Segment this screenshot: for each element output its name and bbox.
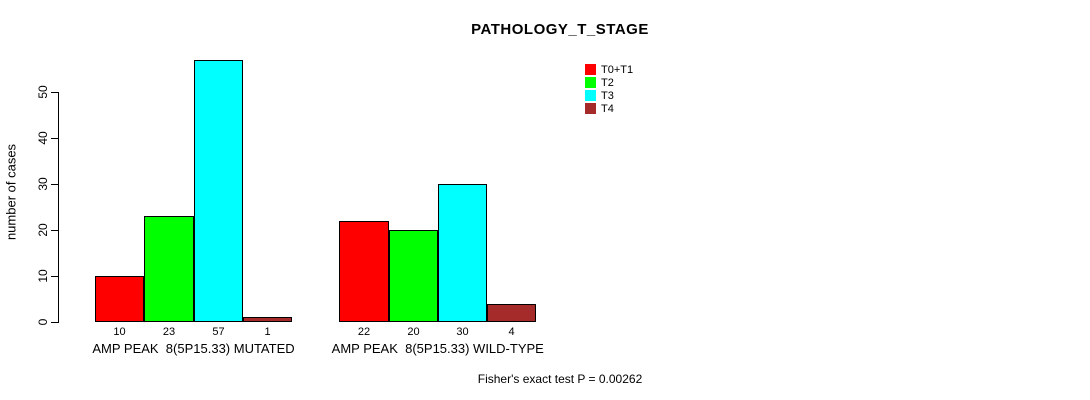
legend-label: T0+T1 xyxy=(601,63,634,76)
bar-value-label: 57 xyxy=(212,326,225,338)
y-tick-label: 10 xyxy=(36,269,50,283)
legend-item-t2: T2 xyxy=(585,76,633,89)
legend: T0+T1 T2 T3 T4 xyxy=(585,63,633,115)
legend-label: T2 xyxy=(601,76,614,89)
y-tick-mark xyxy=(51,230,59,231)
legend-color-swatch xyxy=(585,77,596,88)
legend-item-t4: T4 xyxy=(585,102,633,115)
y-tick-mark xyxy=(51,184,59,185)
bar-t0+t1-group1 xyxy=(95,276,144,322)
legend-color-swatch xyxy=(585,90,596,101)
legend-item-t0+t1: T0+T1 xyxy=(585,63,633,76)
bar-value-label: 23 xyxy=(162,326,176,338)
legend-label: T3 xyxy=(601,89,614,102)
y-tick-mark xyxy=(51,138,59,139)
legend-color-swatch xyxy=(585,103,596,114)
bar-value-label: 22 xyxy=(357,326,371,338)
bar-value-label: 20 xyxy=(407,326,420,338)
y-tick-label: 20 xyxy=(36,223,50,237)
bar-value-label: 30 xyxy=(456,326,469,338)
x-category-label: AMP PEAK 8(5P15.33) WILD-TYPE xyxy=(331,341,544,356)
y-tick-label: 40 xyxy=(36,131,50,145)
bar-t4-group2 xyxy=(487,304,536,322)
bar-t0+t1-group2 xyxy=(339,221,389,322)
bar-value-label: 10 xyxy=(113,326,126,338)
bar-t3-group1 xyxy=(194,60,243,322)
y-axis-line xyxy=(58,92,59,323)
y-tick-mark xyxy=(51,322,59,323)
x-category-label: AMP PEAK 8(5P15.33) MUTATED xyxy=(92,341,295,356)
y-tick-label: 0 xyxy=(36,318,50,326)
legend-label: T4 xyxy=(601,102,614,115)
bar-value-label: 4 xyxy=(508,326,515,338)
chart-title: PATHOLOGY_T_STAGE xyxy=(471,21,649,38)
bar-value-label: 1 xyxy=(264,326,271,338)
fisher-test-annotation: Fisher's exact test P = 0.00262 xyxy=(477,372,643,386)
y-tick-mark xyxy=(51,92,59,93)
bar-t3-group2 xyxy=(438,184,487,322)
bar-t2-group2 xyxy=(389,230,438,322)
bar-t2-group1 xyxy=(144,216,194,322)
legend-color-swatch xyxy=(585,64,596,75)
legend-item-t3: T3 xyxy=(585,89,633,102)
y-tick-mark xyxy=(51,276,59,277)
y-tick-label: 50 xyxy=(36,85,50,99)
y-tick-label: 30 xyxy=(36,177,50,191)
y-axis-title: number of cases xyxy=(3,143,19,241)
bar-t4-group1 xyxy=(243,317,292,322)
